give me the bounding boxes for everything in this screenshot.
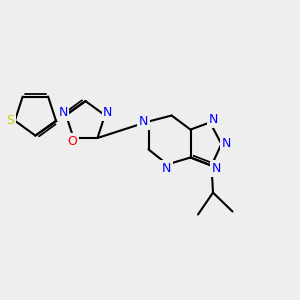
Text: N: N [222, 137, 232, 150]
Text: N: N [209, 113, 218, 126]
Text: N: N [212, 162, 221, 175]
Text: N: N [58, 106, 68, 119]
Text: N: N [139, 115, 148, 128]
Text: N: N [162, 162, 172, 175]
Text: S: S [6, 114, 14, 127]
Text: N: N [103, 106, 112, 119]
Text: O: O [68, 134, 77, 148]
